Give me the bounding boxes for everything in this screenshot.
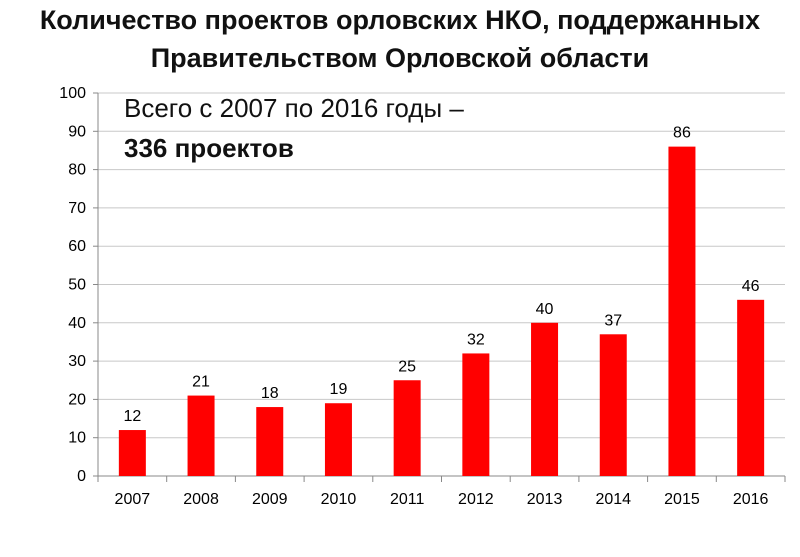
- x-tick-label-2012: 2012: [458, 491, 494, 508]
- y-tick-label-50: 50: [68, 277, 86, 294]
- y-tick-label-10: 10: [68, 430, 86, 447]
- x-tick-label-2014: 2014: [595, 491, 631, 508]
- data-label-2009: 18: [261, 385, 279, 402]
- total-annotation-text: Всего с 2007 по 2016 годы –: [124, 93, 464, 123]
- bar-2012: [462, 353, 490, 476]
- bar-2011: [393, 380, 421, 476]
- y-tick-label-100: 100: [59, 85, 86, 102]
- data-label-2008: 21: [192, 374, 210, 391]
- bar-2015: [668, 146, 696, 476]
- y-tick-label-60: 60: [68, 238, 86, 255]
- bar-2014: [599, 334, 627, 476]
- data-label-2013: 40: [536, 301, 554, 318]
- y-tick-label-70: 70: [68, 200, 86, 217]
- bar-2010: [324, 403, 352, 476]
- chart-title-line-2: Правительством Орловской области: [150, 43, 650, 73]
- y-tick-label-40: 40: [68, 315, 86, 332]
- x-tick-label-2013: 2013: [527, 491, 563, 508]
- data-label-2016: 46: [742, 278, 760, 295]
- x-tick-label-2008: 2008: [183, 491, 219, 508]
- y-tick-label-90: 90: [68, 123, 86, 140]
- bar-2009: [256, 407, 284, 476]
- data-label-2012: 32: [467, 331, 485, 348]
- data-label-2014: 37: [604, 312, 622, 329]
- x-tick-label-2010: 2010: [321, 491, 357, 508]
- total-annotation-count: 336 проектов: [124, 133, 294, 163]
- data-label-2015: 86: [673, 125, 691, 142]
- bar-2008: [187, 395, 215, 476]
- bar-2013: [531, 322, 559, 476]
- y-tick-label-30: 30: [68, 353, 86, 370]
- chart-title-line-1: Количество проектов орловских НКО, подде…: [39, 5, 761, 35]
- x-tick-label-2009: 2009: [252, 491, 288, 508]
- x-tick-label-2007: 2007: [115, 491, 151, 508]
- x-tick-label-2015: 2015: [664, 491, 700, 508]
- y-tick-label-80: 80: [68, 162, 86, 179]
- y-tick-label-0: 0: [77, 468, 86, 485]
- x-tick-label-2011: 2011: [390, 491, 425, 508]
- x-tick-label-2016: 2016: [733, 491, 769, 508]
- data-label-2011: 25: [398, 358, 416, 375]
- bar-2016: [737, 299, 765, 476]
- data-label-2010: 19: [330, 381, 348, 398]
- data-label-2007: 12: [123, 408, 141, 425]
- y-tick-label-20: 20: [68, 391, 86, 408]
- bar-2007: [118, 430, 146, 476]
